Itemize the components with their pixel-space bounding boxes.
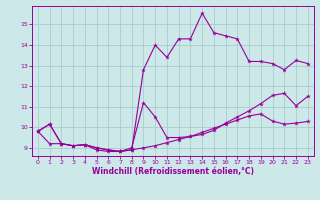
- X-axis label: Windchill (Refroidissement éolien,°C): Windchill (Refroidissement éolien,°C): [92, 167, 254, 176]
